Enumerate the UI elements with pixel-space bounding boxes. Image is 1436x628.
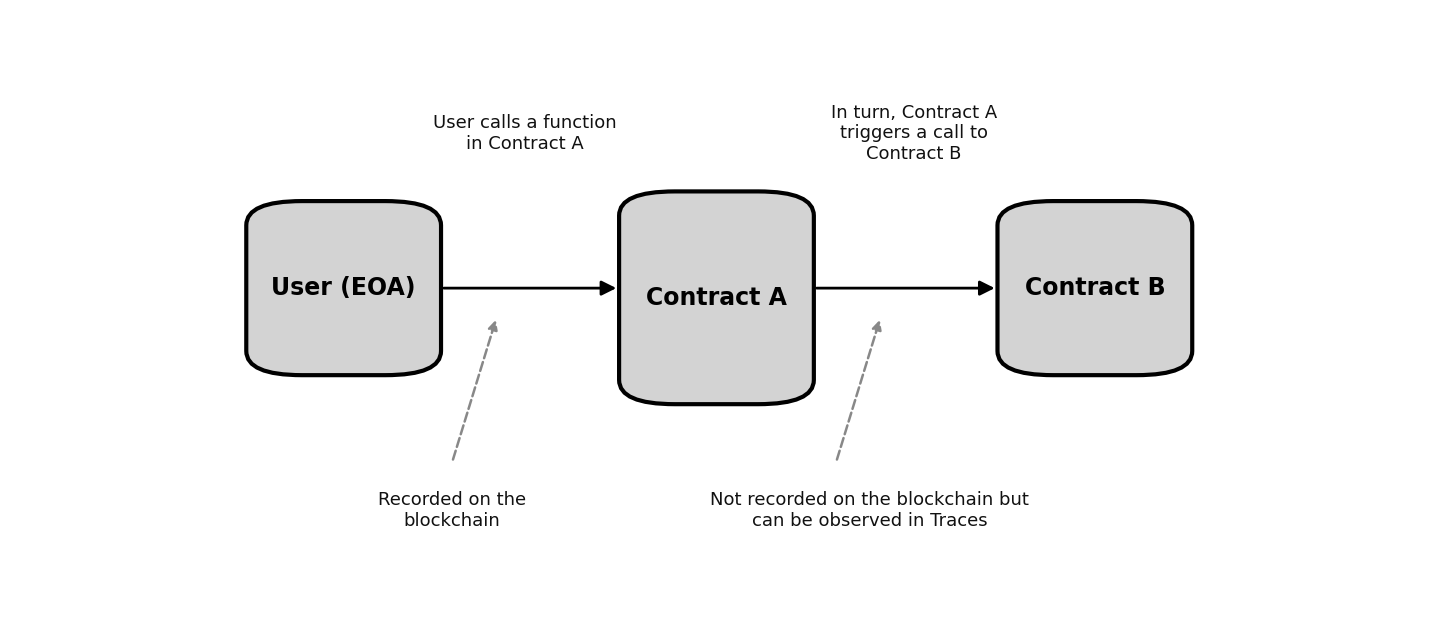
Text: In turn, Contract A
triggers a call to
Contract B: In turn, Contract A triggers a call to C… <box>831 104 997 163</box>
Text: Not recorded on the blockchain but
can be observed in Traces: Not recorded on the blockchain but can b… <box>709 491 1030 530</box>
FancyBboxPatch shape <box>247 201 441 375</box>
Text: User (EOA): User (EOA) <box>271 276 416 300</box>
Text: Contract A: Contract A <box>646 286 787 310</box>
Text: Recorded on the
blockchain: Recorded on the blockchain <box>378 491 526 530</box>
FancyBboxPatch shape <box>619 192 814 404</box>
Text: Contract B: Contract B <box>1024 276 1165 300</box>
FancyBboxPatch shape <box>998 201 1192 375</box>
Text: User calls a function
in Contract A: User calls a function in Contract A <box>432 114 616 153</box>
